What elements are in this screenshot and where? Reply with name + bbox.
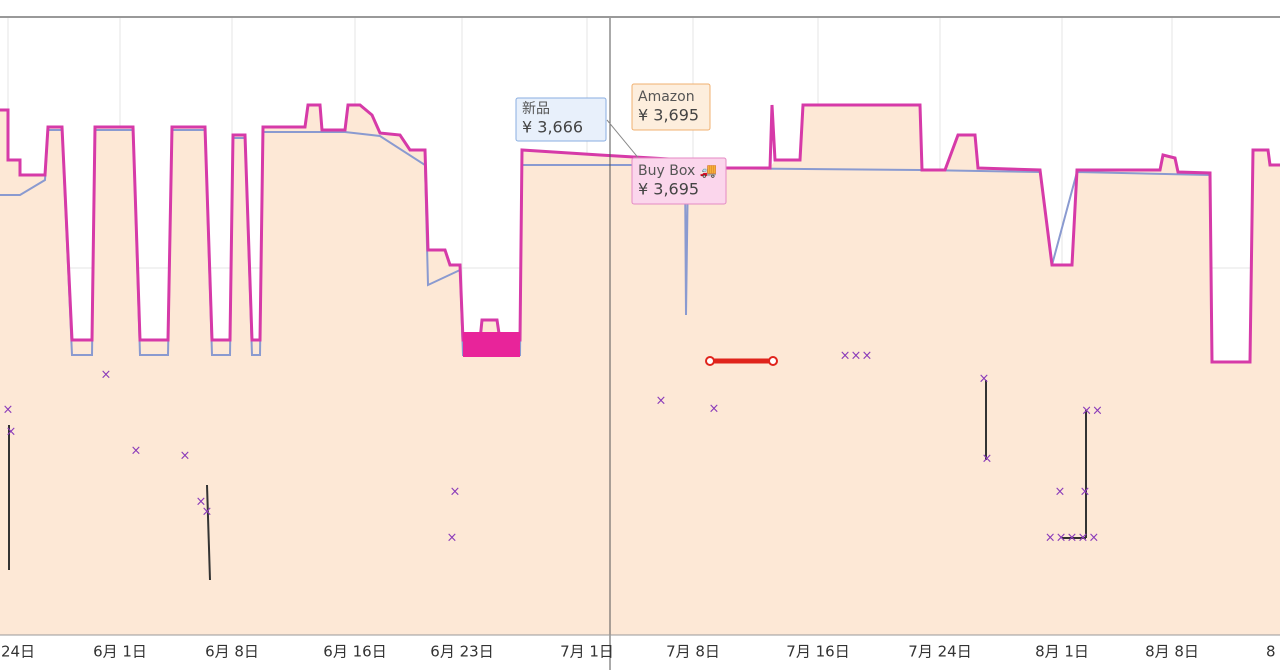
- tooltip-label: 新品: [522, 101, 550, 117]
- svg-text:×: ×: [656, 394, 667, 409]
- svg-text:×: ×: [3, 403, 14, 418]
- x-tick-label: 7月 8日: [666, 643, 720, 661]
- svg-text:×: ×: [202, 505, 213, 520]
- x-tick-label: 6月 23日: [430, 643, 493, 661]
- svg-text:×: ×: [101, 368, 112, 383]
- x-axis: 24日 6月 1日 6月 8日 6月 16日 6月 23日 7月 1日 7月 8…: [0, 634, 1280, 661]
- red-marker: [705, 356, 778, 366]
- svg-text:×: ×: [450, 485, 461, 500]
- x-tick-label: 6月 16日: [323, 643, 386, 661]
- x-tick-label: 24日: [1, 643, 35, 661]
- tooltip-label: Buy Box 🚚: [638, 163, 717, 179]
- svg-text:×: ×: [447, 531, 458, 546]
- x-tick-label: 6月 8日: [205, 643, 259, 661]
- x-tick-label: 7月 1日: [560, 643, 614, 661]
- buybox-cluster: [463, 332, 520, 357]
- offer-marks: ××× × ×× ××× ××××× ××× ××××××××: [3, 349, 1103, 546]
- x-tick-label: 8: [1266, 643, 1276, 661]
- tooltip-new: 新品 ¥ 3,666: [515, 97, 641, 161]
- new-price-line: [0, 129, 1211, 356]
- tooltip-amazon: Amazon ¥ 3,695: [631, 83, 711, 131]
- range-lines: [8, 380, 1087, 581]
- svg-text:××: ××: [1081, 404, 1103, 419]
- svg-text:×: ×: [180, 449, 191, 464]
- svg-text:×: ×: [6, 425, 17, 440]
- buybox-line: [0, 103, 1280, 364]
- tooltip-price: ¥ 3,666: [522, 118, 583, 137]
- svg-text:×: ×: [982, 452, 993, 467]
- x-tick-label: 7月 24日: [908, 643, 971, 661]
- svg-text:×: ×: [979, 372, 990, 387]
- x-tick-label: 6月 1日: [93, 643, 147, 661]
- tooltip-price: ¥ 3,695: [638, 106, 699, 125]
- tooltip-label: Amazon: [638, 89, 695, 105]
- price-area: [0, 105, 1280, 635]
- svg-text:×: ×: [709, 402, 720, 417]
- svg-text:×: ×: [196, 495, 207, 510]
- x-tick-label: 8月 8日: [1145, 643, 1199, 661]
- svg-text:×: ×: [1080, 485, 1091, 500]
- svg-text:×××: ×××: [840, 349, 873, 364]
- svg-text:×××××: ×××××: [1045, 531, 1099, 546]
- x-tick-label: 7月 16日: [786, 643, 849, 661]
- x-tick-label: 8月 1日: [1035, 643, 1089, 661]
- svg-text:×: ×: [131, 444, 142, 459]
- tooltip-buybox: Buy Box 🚚 ¥ 3,695: [631, 157, 727, 205]
- tooltip-price: ¥ 3,695: [638, 180, 699, 199]
- svg-text:×: ×: [1055, 485, 1066, 500]
